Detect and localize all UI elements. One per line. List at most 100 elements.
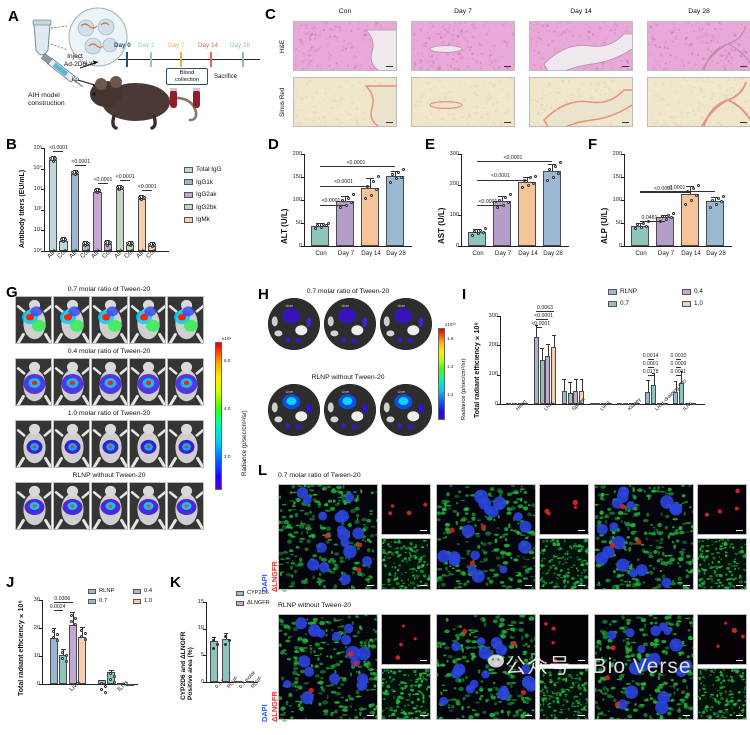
y-axis <box>206 602 207 682</box>
y-tick-label: 200 <box>443 181 459 187</box>
y-tick-label: 100 <box>606 197 622 203</box>
channel-label: DAPI <box>260 614 269 722</box>
x-tick-label: Con <box>310 250 332 257</box>
organ-label-liver: Liver <box>398 304 405 308</box>
y-axis <box>500 316 501 404</box>
ivis-mouse-image <box>91 358 128 406</box>
data-point <box>109 672 112 675</box>
error-cap <box>580 379 584 380</box>
ivis-mouse-image <box>91 296 128 344</box>
ivis-mouse-image <box>53 296 90 344</box>
organ-label-liver: Liver <box>286 390 293 394</box>
data-point <box>692 187 695 190</box>
if-red-channel-image <box>697 484 747 535</box>
significance-line <box>536 319 548 320</box>
ivis-strip <box>15 420 205 468</box>
p-value-label: <0.0001 <box>531 321 550 327</box>
y-tick-label: 30 <box>26 597 40 603</box>
data-point <box>212 639 215 642</box>
data-point <box>224 643 227 646</box>
bar <box>645 392 650 404</box>
y-tick-label: 10⁵ <box>27 145 42 151</box>
panel-h-colorbar <box>438 328 445 420</box>
legend-item: RLNP <box>608 288 672 295</box>
significance-line <box>75 165 85 166</box>
error-cap <box>674 381 678 382</box>
mouse-silhouette-icon <box>130 359 166 406</box>
significance-line <box>640 192 690 193</box>
data-point <box>498 199 501 202</box>
data-point <box>327 222 330 225</box>
p-value-label: <0.0001 <box>491 173 510 179</box>
error-cap <box>574 379 578 380</box>
p-value-label: <0.0001 <box>71 159 90 165</box>
organ-plate-image: Liver <box>380 384 432 436</box>
panel-g: G 0.7 molar ratio of Tween-20 0.4 molar r… <box>6 284 256 566</box>
y-tick-label: 20 <box>26 625 40 631</box>
significance-line <box>320 205 345 206</box>
p-value-label: 0.0011 <box>671 369 686 375</box>
if-merged-image <box>436 484 536 590</box>
significance-line <box>536 311 553 312</box>
data-point <box>320 226 323 229</box>
bar <box>116 189 124 251</box>
data-point <box>484 227 487 230</box>
mouse-silhouette-icon <box>54 483 90 530</box>
organ-layout <box>380 298 432 350</box>
legend-item: 0.4 <box>133 588 172 594</box>
legend-swatch <box>184 217 193 223</box>
legend-swatch <box>682 289 691 295</box>
legend-item: RLNP <box>88 588 127 594</box>
error-cap <box>366 178 374 179</box>
legend-label: RLNP <box>620 288 637 295</box>
panel-k-ylabel-line1: CYP2D6 and ΔLNGFR <box>180 600 187 700</box>
micrograph-content <box>294 78 397 127</box>
p-value-label: 0.0178 <box>643 369 659 375</box>
scale-bar <box>578 530 585 532</box>
mouse-silhouette-icon <box>168 297 204 344</box>
ivis-mouse-image <box>91 482 128 530</box>
error-cap <box>100 680 105 681</box>
significance-line <box>676 359 682 360</box>
bar <box>534 337 539 404</box>
significance-line <box>648 367 654 368</box>
ivis-mouse-image <box>15 420 52 468</box>
data-point <box>372 180 375 183</box>
x-tick-label: Heart <box>515 399 528 412</box>
legend-swatch <box>236 601 244 606</box>
if-green-channel-image <box>697 538 747 590</box>
ivis-mouse-image <box>129 420 166 468</box>
scale-bar <box>740 122 747 124</box>
data-point <box>479 229 482 232</box>
ivis-row-title: 1.0 molar ratio of Tween-20 <box>14 410 204 417</box>
mouse-silhouette-icon <box>16 359 52 406</box>
colorbar-tick-label: 1.6 <box>447 336 453 341</box>
y-tick-label: 5 <box>192 652 204 658</box>
data-point <box>534 175 537 178</box>
significance-line <box>53 151 63 152</box>
error-cap <box>540 348 544 349</box>
aih-model-line2: construction <box>28 100 65 108</box>
error-bar <box>542 348 543 360</box>
mouse-silhouette-icon <box>16 483 52 530</box>
significance-line <box>320 166 395 167</box>
scale-bar <box>578 660 585 662</box>
legend-item: 0.7 <box>608 300 672 307</box>
data-point <box>347 197 350 200</box>
panel-e: E AST (U/L) 0 100 200 300 Con Day 7 Day 14 Day … <box>425 136 580 281</box>
scale-bar <box>736 660 743 662</box>
y-tick-label: 200 <box>606 151 622 157</box>
if-green-content <box>382 539 431 590</box>
bar <box>69 625 77 684</box>
data-point <box>216 643 219 646</box>
p-value-label: <0.0001 <box>138 184 157 190</box>
scale-bar <box>386 66 393 68</box>
organ-label-liver: Liver <box>342 304 349 308</box>
data-point <box>667 214 670 217</box>
x-tick-label: Lung <box>599 400 611 412</box>
error-cap <box>61 649 66 650</box>
error-bar <box>527 177 528 182</box>
ivis-mouse-image <box>129 482 166 530</box>
x-tick-label: Day 7 <box>335 250 357 257</box>
column-header: Day 28 <box>647 8 750 15</box>
